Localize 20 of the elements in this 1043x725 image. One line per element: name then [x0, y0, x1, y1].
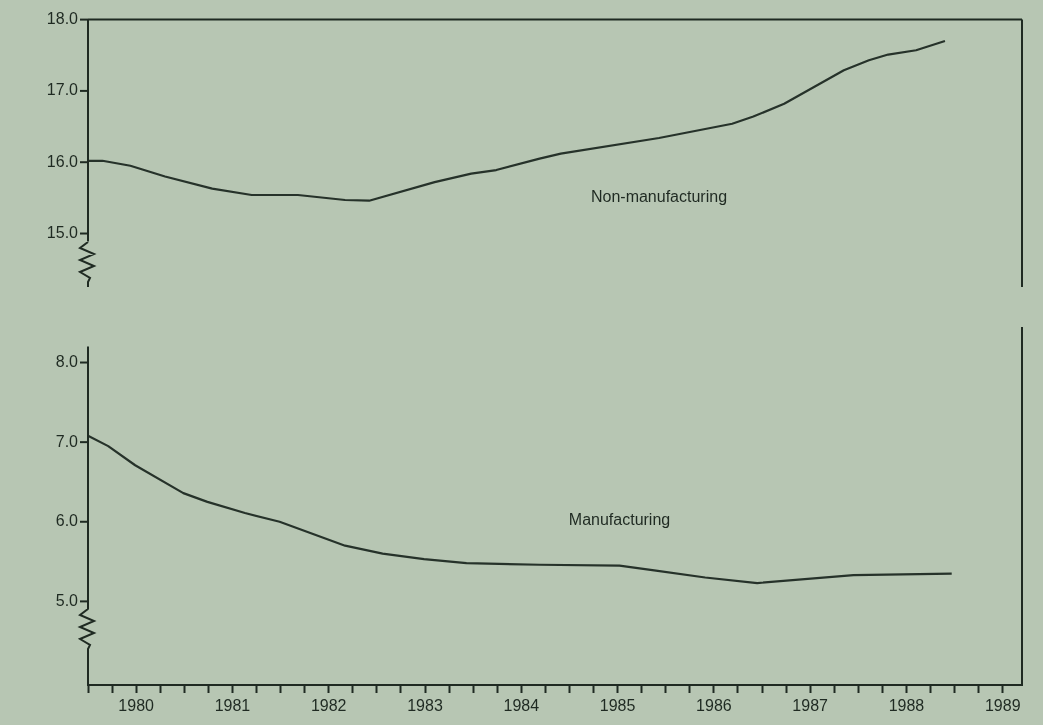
x-tick-label: 1981	[214, 697, 251, 715]
x-tick-label: 1988	[888, 697, 925, 715]
x-tick-label: 1989	[984, 697, 1021, 715]
y-tick-label: 18.0	[46, 10, 79, 28]
text: Manufacturing	[568, 510, 671, 528]
y-tick-label: 16.0	[46, 152, 79, 170]
text: Non-manufacturing	[590, 188, 728, 206]
x-tick-label: 1987	[792, 697, 829, 715]
y-tick-label: 5.0	[55, 591, 79, 609]
y-tick-label: 8.0	[55, 352, 79, 370]
x-tick-label: 1983	[407, 697, 443, 715]
y-tick-label: 17.0	[46, 81, 79, 99]
y-tick-label: 15.0	[46, 223, 79, 241]
x-tick-label: 1984	[503, 697, 540, 715]
x-tick-label: 1980	[118, 697, 155, 715]
x-tick-label: 1986	[696, 697, 732, 715]
y-tick-label: 7.0	[55, 432, 79, 450]
x-tick-label: 1982	[310, 697, 347, 715]
y-tick-label: 6.0	[55, 512, 79, 530]
x-tick-label: 1985	[599, 697, 636, 715]
